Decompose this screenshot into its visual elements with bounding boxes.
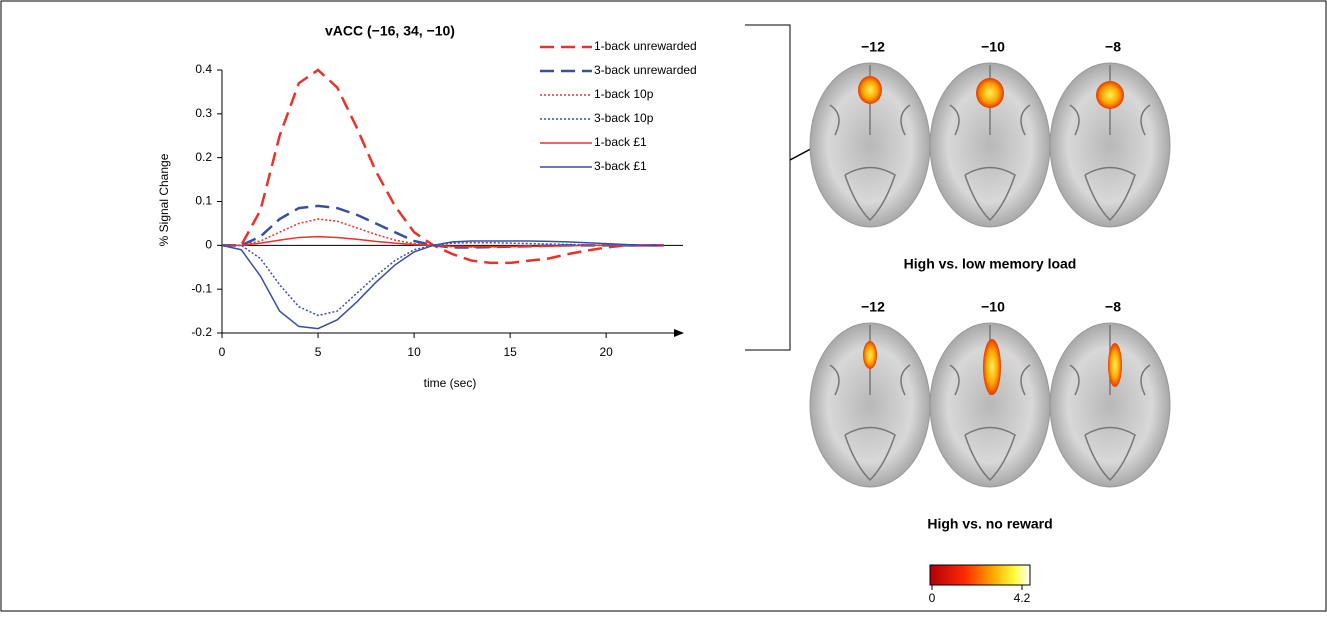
y-tick-label: 0: [205, 238, 212, 252]
colorbar-max: 4.2: [1014, 591, 1031, 605]
bracket: [745, 25, 790, 350]
activation: [983, 339, 1001, 395]
series-line: [222, 243, 664, 316]
activation: [976, 78, 1004, 108]
x-tick-label: 0: [219, 345, 226, 359]
y-tick-label: 0.4: [195, 62, 212, 76]
activation: [863, 341, 877, 369]
slice-label: −10: [981, 39, 1005, 55]
y-axis-label: % Signal Change: [157, 153, 171, 246]
figure: vACC (−16, 34, −10) time (sec) % Signal …: [0, 0, 1327, 612]
y-tick-label: 0.2: [195, 150, 212, 164]
brain-figure: −12 −10 −8 High vs. low memory load −12 −10 −8…: [810, 39, 1170, 605]
legend-label: 1-back 10p: [594, 87, 654, 101]
activation: [858, 76, 882, 104]
legend-label: 3-back unrewarded: [594, 63, 697, 77]
y-tick-label: -0.2: [191, 325, 212, 339]
y-tick-label: -0.1: [191, 281, 212, 295]
slice-label: −12: [861, 39, 885, 55]
legend-label: 1-back unrewarded: [594, 39, 697, 53]
colorbar-min: 0: [929, 591, 936, 605]
x-axis-label: time (sec): [424, 376, 477, 390]
slice-label: −10: [981, 299, 1005, 315]
slice-label: −8: [1105, 299, 1121, 315]
y-tick-label: 0.1: [195, 194, 212, 208]
colorbar: [930, 565, 1030, 585]
x-tick-label: 10: [407, 345, 421, 359]
x-tick-label: 20: [599, 345, 613, 359]
chart-title: vACC (−16, 34, −10): [325, 23, 455, 39]
panel-caption: High vs. low memory load: [904, 256, 1077, 272]
panel-caption: High vs. no reward: [927, 516, 1052, 532]
x-tick-label: 15: [503, 345, 517, 359]
activation: [1108, 343, 1122, 387]
legend-label: 1-back £1: [594, 135, 647, 149]
x-tick-label: 5: [315, 345, 322, 359]
series-line: [222, 241, 664, 329]
slice-label: −8: [1105, 39, 1121, 55]
legend-label: 3-back £1: [594, 159, 647, 173]
activation: [1096, 81, 1124, 109]
series-line: [222, 206, 664, 248]
legend-label: 3-back 10p: [594, 111, 654, 125]
slice-label: −12: [861, 299, 885, 315]
y-tick-label: 0.3: [195, 106, 212, 120]
